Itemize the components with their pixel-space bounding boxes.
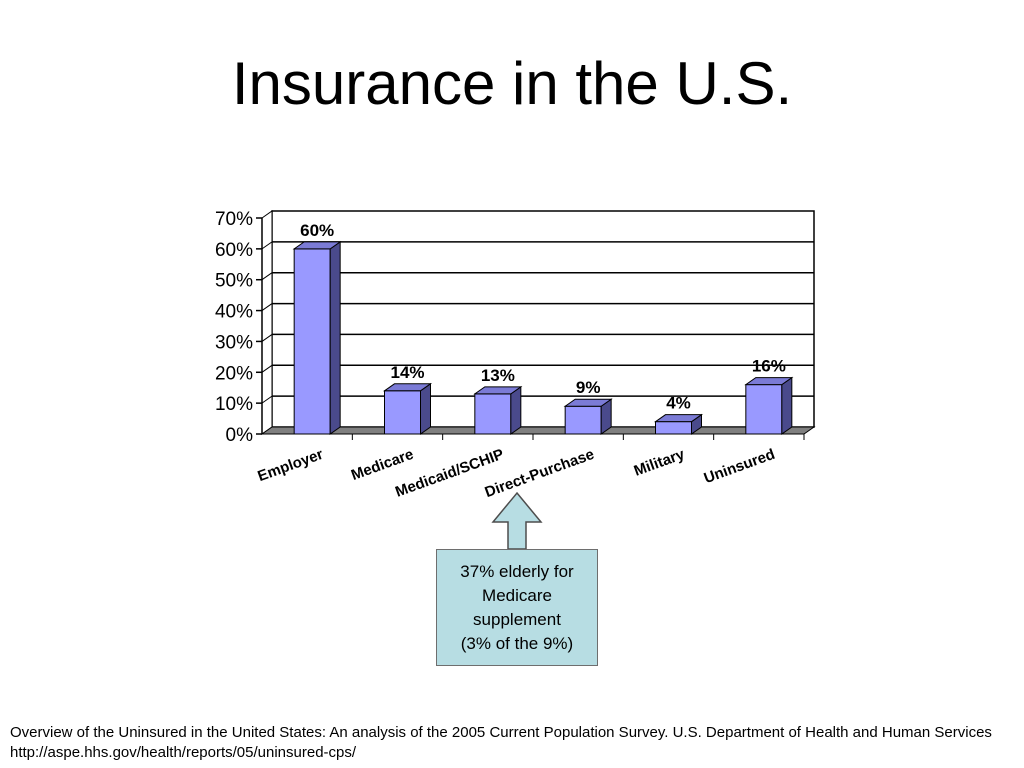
- data-label: 60%: [300, 221, 334, 240]
- data-label: 16%: [752, 357, 786, 376]
- bar-front: [384, 390, 421, 435]
- y-tick-label: 30%: [215, 332, 253, 353]
- gridline-side: [261, 241, 273, 250]
- bar-top: [563, 398, 613, 407]
- plot-side-wall: [261, 210, 273, 435]
- data-label: 13%: [481, 366, 515, 385]
- gridline-side: [261, 334, 273, 342]
- plot-area: [260, 210, 816, 435]
- y-axis: 0% 10% 20% 30% 40% 50% 60% 70%: [215, 209, 263, 446]
- y-tick-label: 40%: [215, 302, 253, 323]
- bar-side: [420, 382, 431, 435]
- y-tick-label: 70%: [215, 209, 253, 230]
- data-label: 4%: [666, 394, 691, 413]
- bar-front: [655, 421, 692, 435]
- callout-box: 37% elderly for Medicare supplement (3% of …: [436, 549, 598, 666]
- plot-back-wall: [271, 210, 815, 428]
- gridline-side: [261, 364, 273, 373]
- bar-uninsured: [744, 376, 794, 435]
- bar-side: [329, 240, 341, 435]
- callout-line: Medicare: [482, 585, 552, 605]
- bar-front: [474, 393, 512, 435]
- callout-line: (3% of the 9%): [460, 633, 574, 653]
- gridline-side: [261, 395, 273, 404]
- bar-top: [653, 414, 704, 423]
- data-label: 14%: [390, 363, 424, 382]
- bar-top: [473, 386, 523, 395]
- bars: [292, 240, 794, 435]
- bar-side: [781, 376, 793, 435]
- y-tick-label: 0%: [226, 425, 254, 446]
- plot-floor: [260, 426, 816, 435]
- callout-text: 37% elderly for Medicare supplement (3% of …: [460, 560, 573, 656]
- bar-top: [292, 241, 342, 250]
- data-labels: 60% 14% 13% 9% 4% 16%: [300, 221, 786, 413]
- x-category-label: Employer: [255, 446, 325, 485]
- gridline-side: [261, 272, 273, 281]
- callout-arrow-shape: [491, 491, 543, 550]
- source-footnote: Overview of the Uninsured in the United …: [10, 724, 992, 761]
- slide-title: Insurance in the U.S.: [231, 50, 793, 117]
- y-tick-label: 20%: [215, 363, 253, 384]
- x-category-label: Uninsured: [702, 446, 778, 487]
- bar-top: [744, 377, 794, 386]
- bar-medicare: [382, 382, 433, 435]
- y-tick-label: 10%: [215, 394, 253, 415]
- bar-military: [653, 413, 704, 435]
- x-axis-labels: Employer MedicareMedicaid/SCHIPDirect-Pur…: [255, 434, 805, 501]
- callout-line: supplement: [473, 609, 561, 629]
- callout-line: 37% elderly for: [460, 561, 574, 581]
- bar-front: [293, 248, 331, 435]
- bar-top: [382, 383, 433, 392]
- bar-side: [510, 385, 522, 435]
- x-category-label: Military: [632, 446, 688, 480]
- x-category-label: Medicare: [349, 446, 416, 484]
- data-label: 9%: [576, 378, 601, 397]
- gridline-side: [261, 303, 273, 311]
- bar-direct-purchase: [563, 398, 613, 435]
- bar-front: [564, 405, 602, 435]
- bar-employer: [292, 240, 342, 435]
- bar-front: [745, 384, 783, 435]
- gridlines: [261, 241, 814, 404]
- y-tick-label: 50%: [215, 271, 253, 292]
- y-tick-label: 60%: [215, 240, 253, 261]
- bar-medicaid-schip: [473, 385, 523, 435]
- callout-arrow-icon: [491, 491, 543, 550]
